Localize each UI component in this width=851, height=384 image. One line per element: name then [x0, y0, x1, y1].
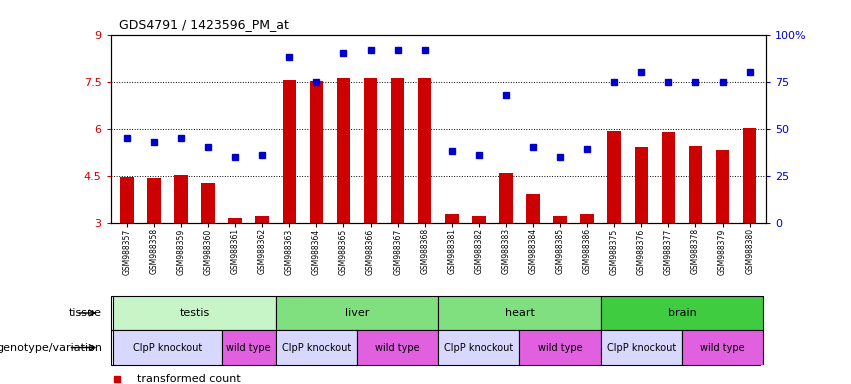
Bar [391, 78, 404, 223]
Bar [601, 296, 763, 330]
Bar [418, 78, 431, 223]
Bar [661, 132, 675, 223]
Text: wild type: wild type [226, 343, 271, 353]
Bar [113, 330, 221, 365]
Text: ClpP knockout: ClpP knockout [133, 343, 203, 353]
Bar [500, 173, 512, 223]
Text: ClpP knockout: ClpP knockout [607, 343, 676, 353]
Bar [255, 216, 269, 223]
Bar [519, 330, 601, 365]
Bar [635, 147, 648, 223]
Bar [743, 128, 757, 223]
Bar [283, 80, 296, 223]
Bar [608, 131, 621, 223]
Bar [174, 175, 188, 223]
Bar [438, 330, 519, 365]
Text: tissue: tissue [69, 308, 102, 318]
Bar [276, 296, 438, 330]
Bar [337, 78, 351, 223]
Text: brain: brain [667, 308, 696, 318]
Bar [202, 182, 214, 223]
Bar [716, 150, 729, 223]
Bar [438, 296, 601, 330]
Text: ClpP knockout: ClpP knockout [444, 343, 513, 353]
Bar [276, 330, 357, 365]
Text: wild type: wild type [538, 343, 582, 353]
Text: wild type: wild type [375, 343, 420, 353]
Bar [228, 218, 242, 223]
Bar [113, 296, 276, 330]
Text: genotype/variation: genotype/variation [0, 343, 102, 353]
Text: GDS4791 / 1423596_PM_at: GDS4791 / 1423596_PM_at [119, 18, 289, 31]
Bar [310, 81, 323, 223]
Text: liver: liver [345, 308, 369, 318]
Bar [553, 216, 567, 223]
Text: wild type: wild type [700, 343, 745, 353]
Bar [221, 330, 276, 365]
Bar [601, 330, 682, 365]
Bar [120, 177, 134, 223]
Bar [688, 146, 702, 223]
Bar [682, 330, 763, 365]
Bar [364, 78, 377, 223]
Text: testis: testis [180, 308, 209, 318]
Bar [147, 178, 161, 223]
Bar [472, 216, 486, 223]
Text: transformed count: transformed count [137, 374, 241, 384]
Bar [526, 194, 540, 223]
Text: heart: heart [505, 308, 534, 318]
Bar [357, 330, 438, 365]
Bar [580, 214, 594, 223]
Bar [445, 214, 459, 223]
Text: ClpP knockout: ClpP knockout [282, 343, 351, 353]
